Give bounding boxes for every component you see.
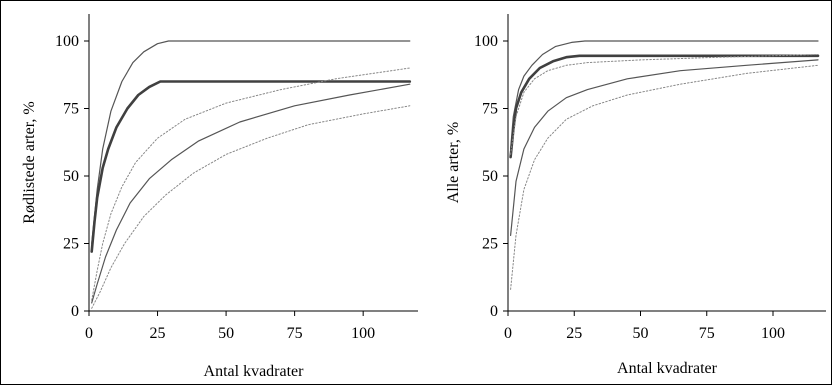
y-tick-label: 50 bbox=[63, 168, 79, 185]
y-tick-label: 0 bbox=[490, 303, 498, 320]
x-axis-label: Antal kvadrater bbox=[617, 360, 718, 377]
y-tick-label: 100 bbox=[474, 33, 498, 50]
y-axis-label: Rødlistede arter, % bbox=[21, 101, 38, 223]
series-line-lower-dotted bbox=[91, 105, 411, 309]
x-tick-label: 75 bbox=[699, 325, 715, 342]
chart-rodlistede-arter: 0 25 50 75 100 0 25 50 75 100 Antal kvadrater Rødli… bbox=[21, 14, 418, 380]
x-axis-label: Antal kvadrater bbox=[204, 363, 305, 380]
x-tick-label: 50 bbox=[218, 325, 234, 342]
x-tick-label: 100 bbox=[351, 325, 375, 342]
series-line-lower-solid bbox=[510, 59, 819, 236]
y-tick-label: 25 bbox=[482, 236, 498, 253]
y-tick-label: 100 bbox=[55, 33, 79, 50]
x-tick-label: 0 bbox=[504, 325, 512, 342]
x-tick-label: 50 bbox=[633, 325, 649, 342]
series-line-upper-envelope bbox=[91, 40, 411, 245]
series-line-upper-dotted bbox=[510, 54, 819, 155]
x-tick-label: 100 bbox=[761, 325, 785, 342]
series-line-mean-bold bbox=[509, 54, 820, 159]
x-tick-label: 25 bbox=[566, 325, 582, 342]
x-tick-label: 25 bbox=[150, 325, 166, 342]
series-line-lower-solid bbox=[91, 83, 411, 304]
y-tick-label: 50 bbox=[482, 168, 498, 185]
y-tick-label: 75 bbox=[63, 101, 79, 118]
x-tick-label: 0 bbox=[85, 325, 93, 342]
series-line-mean-bold bbox=[90, 80, 412, 253]
series-line-upper-dotted bbox=[91, 67, 411, 301]
y-axis-label: Alle arter, % bbox=[445, 122, 462, 204]
chart-alle-arter: 0 25 50 75 100 0 25 50 75 100 Antal kvadrater Alle … bbox=[445, 14, 826, 377]
series-line-upper-envelope bbox=[510, 40, 819, 150]
x-tick-label: 75 bbox=[287, 325, 303, 342]
y-tick-label: 0 bbox=[71, 303, 79, 320]
y-tick-label: 75 bbox=[482, 101, 498, 118]
y-tick-label: 25 bbox=[63, 236, 79, 253]
series-line-lower-dotted bbox=[510, 64, 819, 290]
